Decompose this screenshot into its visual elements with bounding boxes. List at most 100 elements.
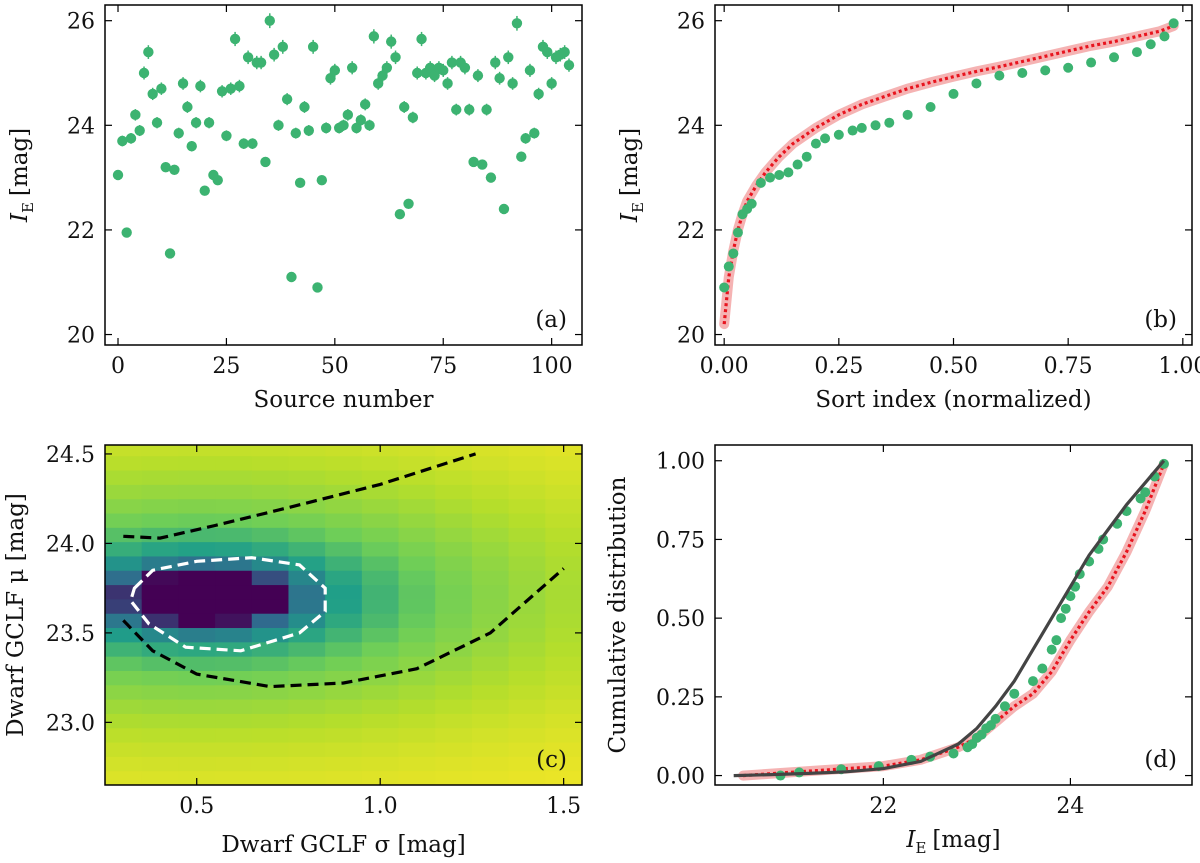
heatmap-cell (398, 770, 436, 786)
data-point (216, 86, 228, 97)
data-point (164, 248, 176, 259)
heatmap-cell (325, 742, 363, 757)
data-point (260, 156, 271, 168)
data-point (1140, 487, 1151, 498)
data-point (299, 101, 310, 113)
data-point (810, 138, 821, 149)
heatmap-cell (288, 555, 326, 571)
heatmap-cell (325, 555, 363, 571)
data-point (138, 67, 150, 79)
heatmap-cell (398, 541, 436, 557)
heatmap-cell (288, 770, 326, 786)
heatmap-cell (215, 656, 253, 671)
y-tick-label: 24.5 (46, 443, 95, 468)
heatmap-cell (508, 727, 546, 743)
heatmap-cell (361, 455, 400, 471)
data-point (281, 93, 293, 105)
heatmap-cell (361, 513, 400, 528)
data-point (1009, 688, 1020, 699)
heatmap-cell (435, 445, 473, 457)
data-point (774, 170, 785, 180)
data-point (264, 15, 275, 26)
plot-frame (104, 444, 583, 786)
heatmap-cell (141, 584, 179, 600)
heatmap-cell (471, 498, 510, 514)
plot-frame (104, 4, 583, 346)
y-axis-label: Dwarf GCLF μ [mag] (3, 493, 29, 737)
heatmap-cell (508, 713, 546, 729)
heatmap-cell (325, 699, 363, 714)
heatmap-cell (471, 713, 510, 729)
x-axis-label: Dwarf GCLF σ [mag] (221, 832, 465, 858)
data-point (156, 83, 167, 94)
data-point (971, 78, 982, 89)
data-point (303, 125, 315, 136)
data-point (438, 65, 449, 76)
heatmap-cell (435, 742, 473, 757)
heatmap-cell (398, 484, 436, 500)
heatmap-cell (361, 527, 400, 543)
heatmap-cell (545, 742, 583, 757)
heatmap-cell (141, 613, 179, 629)
panel-d-cumulative: 22 24 0.00 0.25 0.50 0.75 1.00 (d) IE [mag] Cumula… (605, 444, 1193, 857)
data-point (511, 18, 523, 29)
heatmap-cell (105, 742, 143, 757)
heatmap-cell (251, 570, 289, 586)
data-point (1056, 613, 1067, 624)
heatmap-cell (288, 713, 326, 729)
data-point (247, 138, 258, 149)
heatmap-cell (105, 670, 143, 686)
data-point (117, 135, 128, 147)
heatmap-cell (545, 713, 583, 729)
heatmap-cell (105, 455, 143, 471)
heatmap-cell (545, 656, 583, 671)
heatmap-cell (178, 498, 216, 514)
heatmap-cell (251, 484, 289, 500)
data-point (446, 57, 458, 68)
heatmap-cell (361, 670, 400, 686)
heatmap-cell (288, 570, 326, 586)
panel-a-scatter: 0 25 50 75 100 20 22 24 26 (a) Source number IE [mag… (7, 4, 583, 413)
heatmap-cell (471, 756, 510, 772)
heatmap-cell (288, 699, 326, 714)
heatmap-cell (105, 641, 143, 657)
heatmap-cell (178, 598, 216, 614)
heatmap-cell (508, 670, 546, 686)
heatmap-cell (435, 684, 473, 700)
heatmap-cell (288, 470, 326, 485)
heatmap-cell (288, 742, 326, 757)
data-point (169, 164, 180, 175)
heatmap-cell (251, 684, 289, 700)
heatmap-cell (178, 613, 216, 629)
heatmap-cell (435, 770, 473, 786)
heatmap-cell (215, 727, 253, 743)
data-point (732, 227, 743, 238)
heatmap-cell (141, 699, 179, 714)
heatmap-cell (361, 570, 400, 586)
heatmap-cell (508, 756, 546, 772)
heatmap-cell (508, 684, 546, 700)
data-point (229, 33, 241, 45)
heatmap-cell (141, 770, 179, 786)
data-point (1086, 57, 1097, 68)
data-point (238, 138, 249, 149)
y-axis-label: Cumulative distribution (605, 476, 631, 753)
heatmap-cell (471, 484, 510, 500)
heatmap-cell (325, 498, 363, 514)
data-point (464, 104, 475, 115)
data-point (925, 102, 936, 112)
heatmap-cell (545, 541, 583, 557)
heatmap-cell (215, 684, 253, 700)
heatmap-cell (398, 727, 436, 743)
x-tick-label: 0.00 (700, 354, 749, 379)
heatmap-cell (471, 641, 510, 657)
heatmap-cell (398, 598, 436, 614)
heatmap-cell (288, 756, 326, 772)
heatmap-cell (471, 470, 510, 485)
heatmap-cell (361, 641, 400, 657)
heatmap-cell (288, 445, 326, 457)
y-tick-label: 1.00 (656, 450, 705, 475)
heatmap-cell (178, 656, 216, 671)
heatmap-cell (105, 699, 143, 714)
